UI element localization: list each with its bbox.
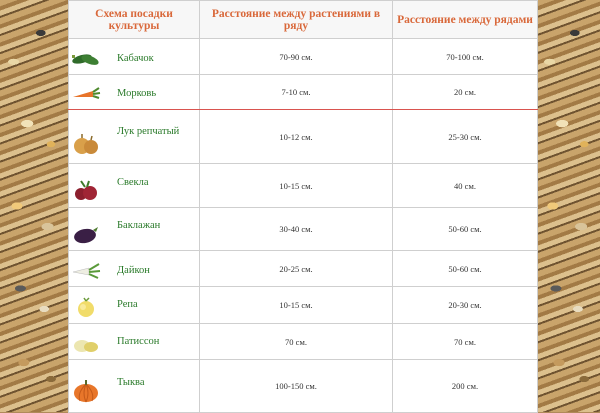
table-row: Лук репчатый 10-12 см. 25-30 см. xyxy=(68,109,538,164)
planting-table-container: Схема посадки культуры Расстояние между … xyxy=(68,0,538,413)
table-row: Дайкон 20-25 см. 50-60 см. xyxy=(68,250,538,287)
crop-cell: Лук репчатый xyxy=(68,109,200,164)
table-header-row: Схема посадки культуры Расстояние между … xyxy=(68,0,538,39)
crop-name: Свекла xyxy=(117,176,149,188)
crop-cell: Тыква xyxy=(68,359,200,413)
in-row-distance-cell: 10-15 см. xyxy=(199,286,393,324)
crop-name: Дайкон xyxy=(117,264,150,276)
crop-cell: Дайкон xyxy=(68,250,200,287)
crop-cell: Кабачок xyxy=(68,38,200,75)
crop-cell: Баклажан xyxy=(68,207,200,251)
header-crop: Схема посадки культуры xyxy=(68,0,200,39)
row-spacing-cell: 200 см. xyxy=(392,359,538,413)
in-row-distance-cell: 70 см. xyxy=(199,323,393,360)
daikon-icon xyxy=(69,257,103,281)
zucchini-icon xyxy=(69,45,103,69)
in-row-distance-cell: 70-90 см. xyxy=(199,38,393,75)
pattypan-squash-icon xyxy=(69,328,103,356)
carrot-icon xyxy=(69,80,103,104)
table-row: Баклажан 30-40 см. 50-60 см. xyxy=(68,207,538,251)
table-row: Свекла 10-15 см. 40 см. xyxy=(68,163,538,208)
planting-scheme-table: Схема посадки культуры Расстояние между … xyxy=(68,0,538,413)
crop-name: Баклажан xyxy=(117,220,161,231)
onion-icon xyxy=(69,118,103,156)
row-spacing-cell: 25-30 см. xyxy=(392,109,538,164)
row-spacing-cell: 70 см. xyxy=(392,323,538,360)
in-row-distance-cell: 20-25 см. xyxy=(199,250,393,287)
crop-cell: Патиссон xyxy=(68,323,200,360)
row-spacing-cell: 70-100 см. xyxy=(392,38,538,75)
table-row: Репа 10-15 см. 20-30 см. xyxy=(68,286,538,324)
crop-cell: Репа xyxy=(68,286,200,324)
beet-icon xyxy=(69,169,103,203)
in-row-distance-cell: 30-40 см. xyxy=(199,207,393,251)
in-row-distance-cell: 7-10 см. xyxy=(199,74,393,110)
crop-cell: Морковь xyxy=(68,74,200,110)
eggplant-icon xyxy=(69,212,103,246)
table-row: Морковь 7-10 см. 20 см. xyxy=(68,74,538,110)
table-row: Тыква 100-150 см. 200 см. xyxy=(68,359,538,413)
crop-name: Морковь xyxy=(117,88,157,99)
row-spacing-cell: 40 см. xyxy=(392,163,538,208)
crop-cell: Свекла xyxy=(68,163,200,208)
in-row-distance-cell: 10-12 см. xyxy=(199,109,393,164)
crop-name: Репа xyxy=(117,299,138,310)
row-spacing-cell: 20 см. xyxy=(392,74,538,110)
header-in-row-distance: Расстояние между растениями в ряду xyxy=(199,0,393,39)
crop-name: Тыква xyxy=(117,376,145,388)
pumpkin-icon xyxy=(69,369,103,404)
seeds-background-right xyxy=(537,0,600,412)
table-row: Кабачок 70-90 см. 70-100 см. xyxy=(68,38,538,75)
turnip-icon xyxy=(69,291,103,319)
table-row: Патиссон 70 см. 70 см. xyxy=(68,323,538,360)
row-spacing-cell: 20-30 см. xyxy=(392,286,538,324)
header-row-spacing: Расстояние между рядами xyxy=(392,0,538,39)
crop-name: Патиссон xyxy=(117,335,160,347)
crop-name: Кабачок xyxy=(117,52,154,64)
in-row-distance-cell: 100-150 см. xyxy=(199,359,393,413)
crop-name: Лук репчатый xyxy=(117,125,180,137)
row-spacing-cell: 50-60 см. xyxy=(392,207,538,251)
seeds-background-left xyxy=(0,0,68,412)
in-row-distance-cell: 10-15 см. xyxy=(199,163,393,208)
row-spacing-cell: 50-60 см. xyxy=(392,250,538,287)
